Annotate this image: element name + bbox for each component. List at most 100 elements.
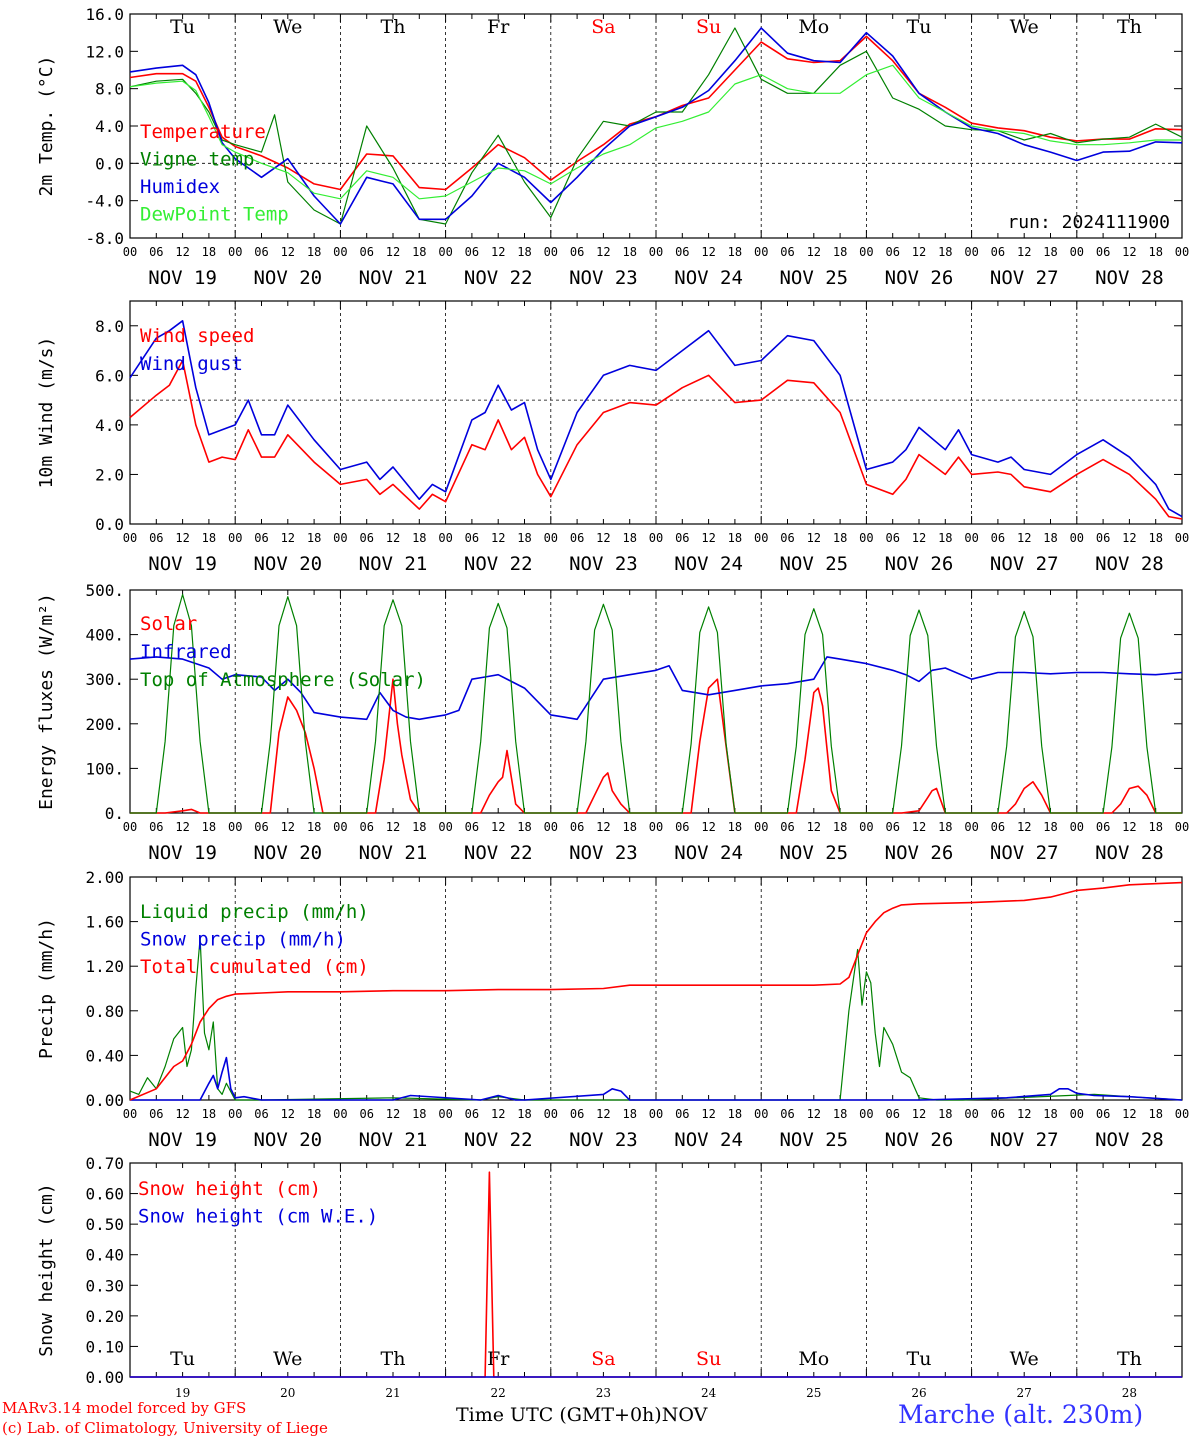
date-label: NOV 23 <box>569 267 638 289</box>
y-tick-label: 0.30 <box>85 1276 124 1295</box>
series-line-top-of-atmosphere-solar <box>130 593 1182 814</box>
date-label: NOV 20 <box>253 553 322 575</box>
model-note: MARv3.14 model forced by GFS <box>2 1399 247 1417</box>
hour-tick-label: 12 <box>281 1107 295 1121</box>
y-axis-title: Precip (mm/h) <box>36 918 57 1059</box>
hour-tick-label: 06 <box>991 245 1005 259</box>
hour-tick-label: 12 <box>912 820 926 834</box>
hour-tick-label: 06 <box>359 1107 373 1121</box>
day-number-label: 22 <box>491 1386 506 1400</box>
hour-tick-label: 00 <box>123 531 137 545</box>
hour-tick-label: 06 <box>675 245 689 259</box>
plot-frame <box>129 589 1183 814</box>
date-label: NOV 28 <box>1095 1129 1164 1151</box>
date-label: NOV 28 <box>1095 553 1164 575</box>
hour-tick-label: 06 <box>359 531 373 545</box>
legend-vigne-temp: Vigne temp <box>140 149 254 171</box>
hour-tick-label: 18 <box>833 1107 847 1121</box>
x-axis-title-text: Time UTC (GMT+0h) <box>456 1404 662 1426</box>
weekday-label: Th <box>1117 1348 1142 1370</box>
hour-tick-label: 00 <box>1175 245 1189 259</box>
hour-tick-label: 06 <box>570 1107 584 1121</box>
date-label: NOV 27 <box>990 842 1059 864</box>
panel-5: 0.00 0.10 0.20 0.30 0.40 0.50 0.60 0.70 Snow hei… <box>36 1154 1183 1400</box>
weekday-label: Fr <box>487 1348 510 1370</box>
day-number-label: 24 <box>701 1386 717 1400</box>
date-label: NOV 25 <box>779 267 848 289</box>
y-tick-label: 4.0 <box>95 117 124 136</box>
series-line-snow-height-cm <box>130 1171 1182 1378</box>
hour-tick-label: 18 <box>1148 531 1162 545</box>
weekday-label: Th <box>381 1348 406 1370</box>
date-label: NOV 27 <box>990 267 1059 289</box>
y-tick-label: -4.0 <box>85 192 124 211</box>
legend-total-cumulated-cm: Total cumulated (cm) <box>140 956 369 978</box>
hour-tick-label: 00 <box>1175 1107 1189 1121</box>
y-tick-label: 12.0 <box>85 42 124 61</box>
hour-tick-label: 00 <box>964 245 978 259</box>
hour-tick-label: 06 <box>254 820 268 834</box>
date-label: NOV 24 <box>674 842 743 864</box>
hour-tick-label: 06 <box>780 1107 794 1121</box>
y-tick-label: 500. <box>85 581 124 600</box>
weekday-label: We <box>1010 16 1039 38</box>
hour-tick-label: 00 <box>859 245 873 259</box>
hour-tick-label: 18 <box>1043 1107 1057 1121</box>
y-tick-label: 6.0 <box>95 366 124 385</box>
date-label: NOV 19 <box>148 1129 217 1151</box>
hour-tick-label: 00 <box>228 1107 242 1121</box>
hour-tick-label: 00 <box>964 1107 978 1121</box>
hour-tick-label: 18 <box>622 1107 636 1121</box>
panel-3: 0. 100. 200. 300. 400. 500. Energy fluxes (W/m… <box>36 581 1189 864</box>
hour-tick-label: 12 <box>281 531 295 545</box>
date-label: NOV 26 <box>885 267 954 289</box>
weekday-label: Mo <box>798 16 829 38</box>
y-tick-label: 400. <box>85 626 124 645</box>
date-label: NOV 23 <box>569 553 638 575</box>
hour-tick-label: 06 <box>254 531 268 545</box>
y-axis-title: Snow height (cm) <box>36 1183 57 1356</box>
hour-tick-label: 06 <box>465 245 479 259</box>
hour-tick-label: 00 <box>123 820 137 834</box>
hour-tick-label: 00 <box>1175 531 1189 545</box>
hour-tick-label: 18 <box>728 531 742 545</box>
hour-tick-label: 18 <box>307 820 321 834</box>
hour-tick-label: 06 <box>570 531 584 545</box>
hour-tick-label: 12 <box>1017 245 1031 259</box>
y-tick-label: 4.0 <box>95 416 124 435</box>
hour-tick-label: 00 <box>1070 1107 1084 1121</box>
date-label: NOV 26 <box>885 1129 954 1151</box>
y-tick-label: 1.20 <box>85 957 124 976</box>
hour-tick-label: 00 <box>964 531 978 545</box>
hour-tick-label: 00 <box>649 245 663 259</box>
y-tick-label: 0.70 <box>85 1154 124 1173</box>
hour-tick-label: 06 <box>359 820 373 834</box>
hour-tick-label: 06 <box>1096 1107 1110 1121</box>
hour-tick-label: 12 <box>807 531 821 545</box>
date-label: NOV 21 <box>359 842 428 864</box>
hour-tick-label: 12 <box>807 820 821 834</box>
date-label: NOV 23 <box>569 842 638 864</box>
hour-tick-label: 00 <box>754 245 768 259</box>
hour-tick-label: 18 <box>1148 820 1162 834</box>
hour-tick-label: 18 <box>1043 531 1057 545</box>
weekday-label: We <box>273 1348 302 1370</box>
hour-tick-label: 00 <box>859 1107 873 1121</box>
hour-tick-label: 12 <box>175 245 189 259</box>
y-tick-label: 2.0 <box>95 465 124 484</box>
hour-tick-label: 00 <box>1070 531 1084 545</box>
date-label: NOV 24 <box>674 1129 743 1151</box>
hour-tick-label: 12 <box>386 245 400 259</box>
y-tick-label: 0.40 <box>85 1046 124 1065</box>
credit-note: (c) Lab. of Climatology, University of L… <box>2 1419 328 1437</box>
hour-tick-label: 06 <box>149 245 163 259</box>
hour-tick-label: 18 <box>938 1107 952 1121</box>
hour-tick-label: 06 <box>149 1107 163 1121</box>
y-axis-title: 10m Wind (m/s) <box>36 337 57 489</box>
hour-tick-label: 06 <box>149 531 163 545</box>
legend-solar: Solar <box>140 613 197 635</box>
y-tick-label: 0.00 <box>85 1368 124 1387</box>
hour-tick-label: 06 <box>675 820 689 834</box>
hour-tick-label: 00 <box>544 1107 558 1121</box>
legend-dewpoint-temp: DewPoint Temp <box>140 204 289 226</box>
